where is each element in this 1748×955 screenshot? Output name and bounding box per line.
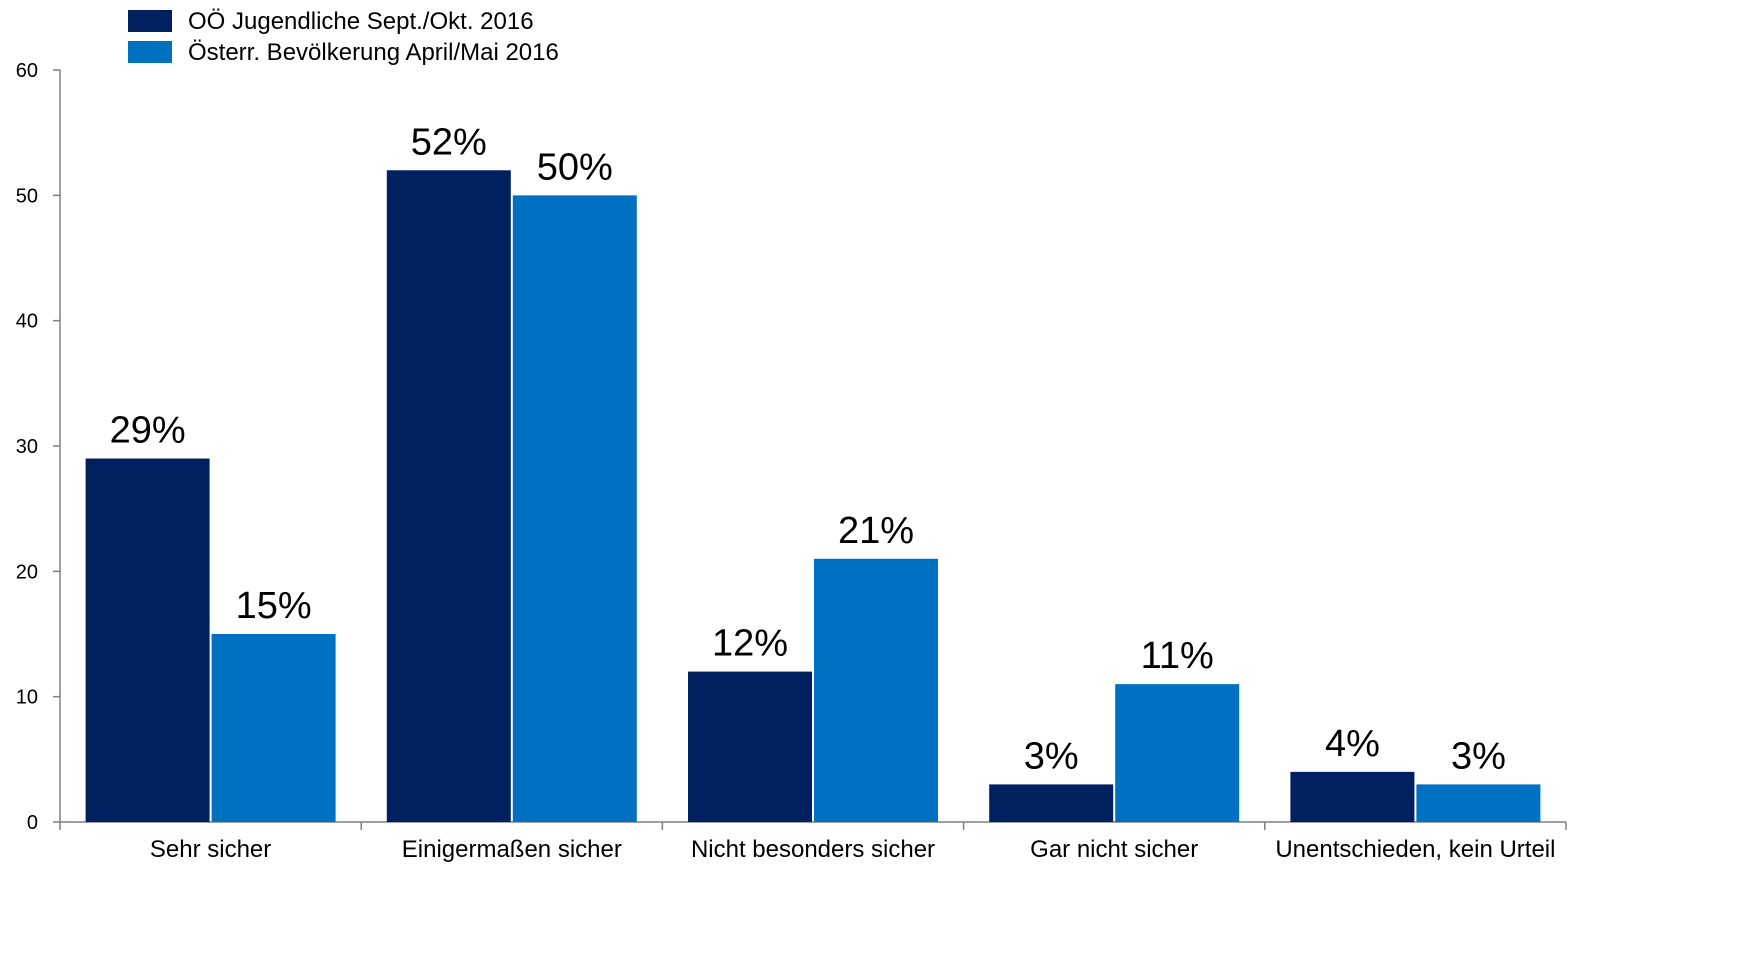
data-label: 3% bbox=[1451, 735, 1506, 777]
x-tick-label: Nicht besonders sicher bbox=[691, 836, 935, 863]
legend-label: OÖ Jugendliche Sept./Okt. 2016 bbox=[188, 8, 534, 35]
legend-swatch bbox=[128, 10, 172, 32]
category-labels: Sehr sicher Einigermaßen sicher Nicht beso… bbox=[150, 836, 1556, 863]
x-tick-label: Gar nicht sicher bbox=[1030, 836, 1198, 863]
bar bbox=[387, 170, 511, 822]
y-tick-label: 30 bbox=[16, 436, 38, 458]
bar bbox=[688, 672, 812, 822]
bar bbox=[86, 459, 210, 822]
legend-label: Österr. Bevölkerung April/Mai 2016 bbox=[188, 39, 559, 66]
bar bbox=[212, 634, 336, 822]
x-tick-label: Sehr sicher bbox=[150, 836, 271, 863]
data-label: 52% bbox=[411, 121, 487, 163]
y-tick-label: 60 bbox=[16, 60, 38, 82]
bar bbox=[1115, 684, 1239, 822]
data-label: 29% bbox=[110, 410, 186, 452]
bar bbox=[1290, 772, 1414, 822]
bar bbox=[814, 559, 938, 822]
data-label: 4% bbox=[1325, 723, 1380, 765]
bar bbox=[1416, 784, 1540, 822]
y-tick-label: 40 bbox=[16, 311, 38, 333]
legend-swatch bbox=[128, 41, 172, 63]
y-tick-label: 20 bbox=[16, 561, 38, 583]
data-label: 11% bbox=[1141, 635, 1214, 677]
x-tick-label: Einigermaßen sicher bbox=[402, 836, 622, 863]
data-label: 21% bbox=[838, 510, 914, 552]
bar bbox=[989, 784, 1113, 822]
chart-bars bbox=[86, 170, 1541, 822]
bar bbox=[513, 195, 637, 822]
data-label: 15% bbox=[236, 585, 312, 627]
y-tick-label: 0 bbox=[27, 812, 38, 834]
y-tick-label: 50 bbox=[16, 185, 38, 207]
data-label: 50% bbox=[537, 146, 613, 188]
y-tick-label: 10 bbox=[16, 687, 38, 709]
chart-legend: OÖ Jugendliche Sept./Okt. 2016 Österr. Be… bbox=[128, 8, 559, 66]
data-label: 3% bbox=[1024, 735, 1079, 777]
x-tick-label: Unentschieden, kein Urteil bbox=[1275, 836, 1555, 863]
data-label: 12% bbox=[712, 623, 788, 665]
